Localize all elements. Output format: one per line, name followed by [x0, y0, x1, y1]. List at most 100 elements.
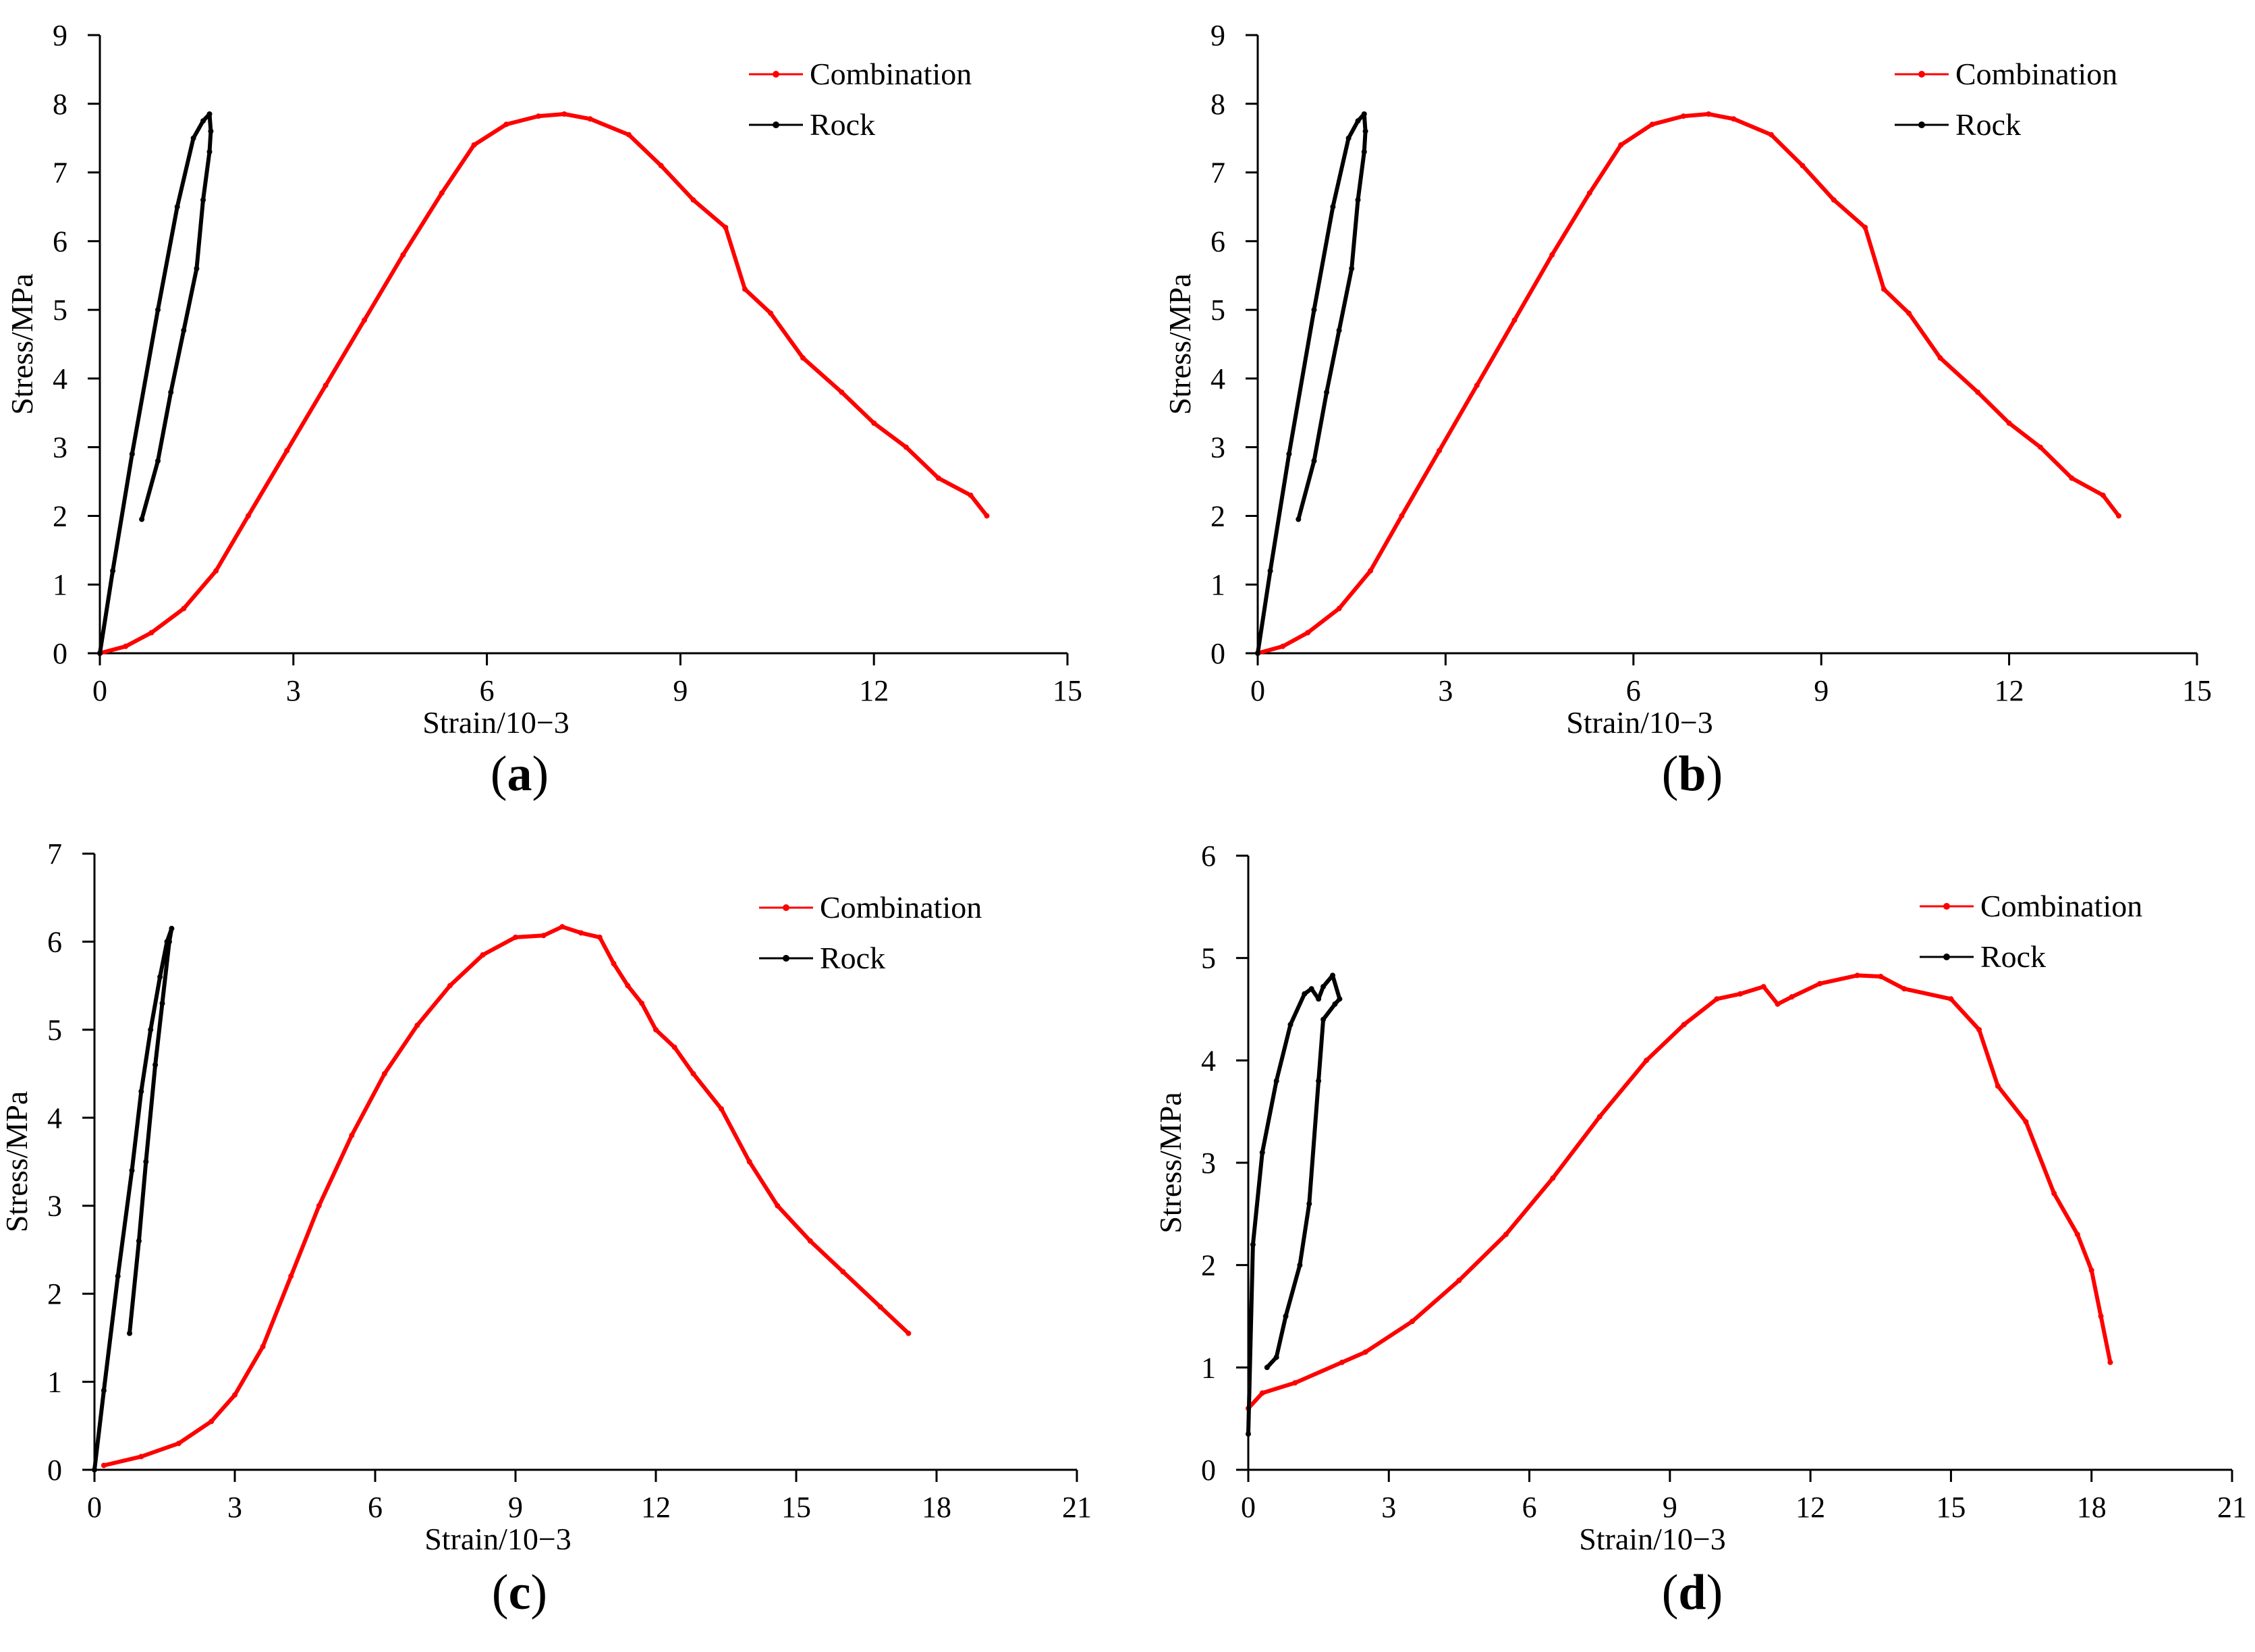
legend-label-rock: Rock: [1980, 939, 2046, 974]
data-point-rock: [1320, 1016, 1327, 1022]
data-point-rock: [1297, 1262, 1303, 1268]
data-point-rock: [139, 516, 145, 522]
data-point-combination: [1706, 111, 1712, 117]
data-point-combination: [768, 310, 774, 316]
data-point-rock: [1349, 266, 1355, 271]
data-point-rock: [1332, 1001, 1338, 1007]
data-point-rock: [1355, 197, 1361, 203]
data-point-combination: [175, 1440, 182, 1446]
y-axis-label: Stress/MPa: [1163, 273, 1197, 415]
data-point-rock: [1286, 451, 1292, 457]
data-point-rock: [1255, 651, 1260, 656]
y-tick-label: 6: [1201, 839, 1216, 873]
data-point-combination: [138, 1454, 144, 1460]
data-point-rock: [1273, 1354, 1279, 1360]
y-axis-label: Stress/MPa: [1153, 1092, 1188, 1234]
data-point-combination: [2107, 1359, 2113, 1365]
data-point-rock: [1316, 996, 1322, 1002]
y-tick-label: 9: [53, 19, 67, 52]
series-line-combination: [1246, 973, 2113, 1410]
y-tick-label: 5: [47, 1014, 62, 1047]
y-tick-label: 2: [1201, 1249, 1216, 1282]
data-point-rock: [1287, 1022, 1293, 1028]
data-point-combination: [877, 1304, 883, 1310]
y-tick-label: 4: [53, 362, 67, 395]
data-point-combination: [123, 643, 129, 649]
y-tick-label: 3: [47, 1190, 62, 1223]
data-point-combination: [775, 1203, 781, 1209]
data-point-rock: [190, 135, 196, 141]
data-point-combination: [181, 605, 187, 611]
data-point-combination: [349, 1132, 355, 1138]
data-point-rock: [206, 111, 213, 117]
data-point-combination: [1831, 197, 1837, 203]
y-tick-label: 3: [1210, 431, 1225, 464]
data-point-combination: [536, 113, 542, 119]
x-tick-label: 9: [1663, 1491, 1677, 1524]
data-point-combination: [439, 190, 445, 196]
data-point-rock: [1306, 1201, 1312, 1207]
data-point-combination: [906, 1330, 912, 1336]
data-point-combination: [513, 934, 518, 940]
data-point-rock: [174, 204, 180, 210]
y-tick-label: 2: [1210, 499, 1225, 532]
data-point-combination: [284, 447, 290, 453]
data-point-combination: [596, 934, 603, 940]
x-tick-label: 9: [508, 1491, 523, 1524]
legend-label-combination: Combination: [810, 57, 972, 91]
x-tick-label: 0: [92, 674, 107, 707]
legend-label-combination: Combination: [1980, 889, 2142, 923]
data-point-combination: [1644, 1057, 1650, 1064]
series-line-combination: [1256, 112, 2121, 655]
data-point-combination: [288, 1273, 294, 1279]
data-point-rock: [1264, 1365, 1270, 1371]
data-point-rock: [1246, 1431, 1251, 1437]
legend-marker-rock: [773, 121, 779, 128]
data-point-combination: [1769, 132, 1774, 138]
data-point-combination: [1503, 1232, 1509, 1238]
y-axis-label: Stress/MPa: [5, 273, 39, 415]
data-point-combination: [2006, 420, 2012, 426]
data-point-combination: [903, 444, 909, 450]
data-point-rock: [92, 1467, 97, 1472]
data-point-rock: [136, 1238, 142, 1244]
x-tick-label: 3: [286, 674, 301, 707]
x-tick-label: 18: [2077, 1491, 2107, 1524]
data-point-combination: [2023, 1119, 2029, 1125]
data-point-combination: [1681, 1022, 1687, 1028]
data-point-combination: [1760, 984, 1766, 990]
data-point-rock: [1345, 135, 1352, 141]
y-tick-label: 5: [1201, 942, 1216, 975]
data-point-rock: [1273, 1078, 1279, 1084]
data-point-rock: [208, 128, 214, 134]
data-point-combination: [1881, 286, 1887, 292]
data-point-rock: [1316, 1078, 1322, 1084]
x-tick-label: 21: [1062, 1491, 1092, 1524]
data-point-combination: [1596, 1113, 1603, 1120]
legend-marker-combination: [1943, 903, 1950, 910]
data-point-rock: [169, 925, 175, 931]
data-point-combination: [561, 111, 567, 117]
data-point-rock: [1267, 568, 1273, 574]
y-tick-label: 7: [1210, 157, 1225, 190]
data-point-rock: [1302, 991, 1308, 997]
data-point-rock: [181, 327, 187, 333]
data-point-combination: [1618, 142, 1624, 148]
x-tick-label: 12: [1995, 674, 2024, 707]
data-point-combination: [148, 630, 155, 636]
data-point-combination: [1292, 1380, 1298, 1386]
data-point-combination: [1789, 994, 1795, 1000]
x-tick-label: 6: [1626, 674, 1641, 707]
y-tick-label: 0: [47, 1454, 62, 1487]
y-tick-label: 0: [1210, 637, 1225, 670]
data-point-rock: [1250, 1242, 1256, 1248]
data-point-combination: [1368, 568, 1373, 574]
data-point-combination: [1975, 389, 1981, 395]
data-point-combination: [480, 952, 486, 958]
data-point-rock: [148, 1026, 154, 1032]
data-point-combination: [260, 1344, 266, 1350]
x-tick-label: 12: [859, 674, 889, 707]
data-point-combination: [1714, 996, 1720, 1002]
data-point-combination: [1948, 996, 1954, 1002]
y-tick-label: 0: [1201, 1454, 1216, 1487]
